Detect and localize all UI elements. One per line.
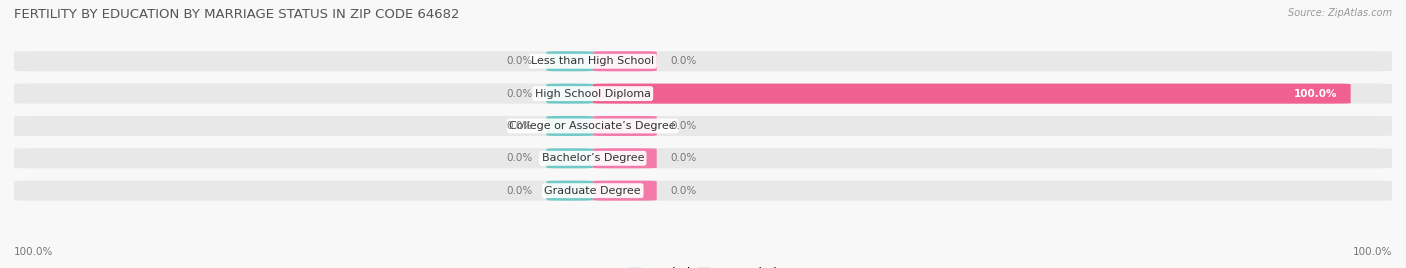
FancyBboxPatch shape [593,116,657,136]
Text: Less than High School: Less than High School [531,56,654,66]
FancyBboxPatch shape [547,84,593,104]
Text: 0.0%: 0.0% [671,121,697,131]
Text: 0.0%: 0.0% [671,186,697,196]
FancyBboxPatch shape [14,148,1392,168]
Text: 0.0%: 0.0% [671,153,697,163]
Text: High School Diploma: High School Diploma [534,89,651,99]
FancyBboxPatch shape [547,148,593,168]
FancyBboxPatch shape [547,116,593,136]
Text: Source: ZipAtlas.com: Source: ZipAtlas.com [1288,8,1392,18]
Text: 0.0%: 0.0% [506,186,533,196]
Text: FERTILITY BY EDUCATION BY MARRIAGE STATUS IN ZIP CODE 64682: FERTILITY BY EDUCATION BY MARRIAGE STATU… [14,8,460,21]
Text: 100.0%: 100.0% [14,247,53,257]
Text: 0.0%: 0.0% [506,153,533,163]
FancyBboxPatch shape [14,51,1392,71]
Text: 0.0%: 0.0% [506,89,533,99]
Text: 0.0%: 0.0% [506,56,533,66]
Text: Bachelor’s Degree: Bachelor’s Degree [541,153,644,163]
FancyBboxPatch shape [593,181,657,201]
FancyBboxPatch shape [14,181,1392,201]
FancyBboxPatch shape [593,148,657,168]
FancyBboxPatch shape [547,51,593,71]
Text: 100.0%: 100.0% [1294,89,1337,99]
Text: 0.0%: 0.0% [671,56,697,66]
Text: 100.0%: 100.0% [1353,247,1392,257]
Text: College or Associate’s Degree: College or Associate’s Degree [509,121,676,131]
FancyBboxPatch shape [593,84,1351,104]
Legend: Married, Unmarried: Married, Unmarried [624,263,782,268]
FancyBboxPatch shape [14,116,1392,136]
FancyBboxPatch shape [14,84,1392,104]
FancyBboxPatch shape [593,51,657,71]
Text: Graduate Degree: Graduate Degree [544,186,641,196]
Text: 0.0%: 0.0% [506,121,533,131]
FancyBboxPatch shape [547,181,593,201]
